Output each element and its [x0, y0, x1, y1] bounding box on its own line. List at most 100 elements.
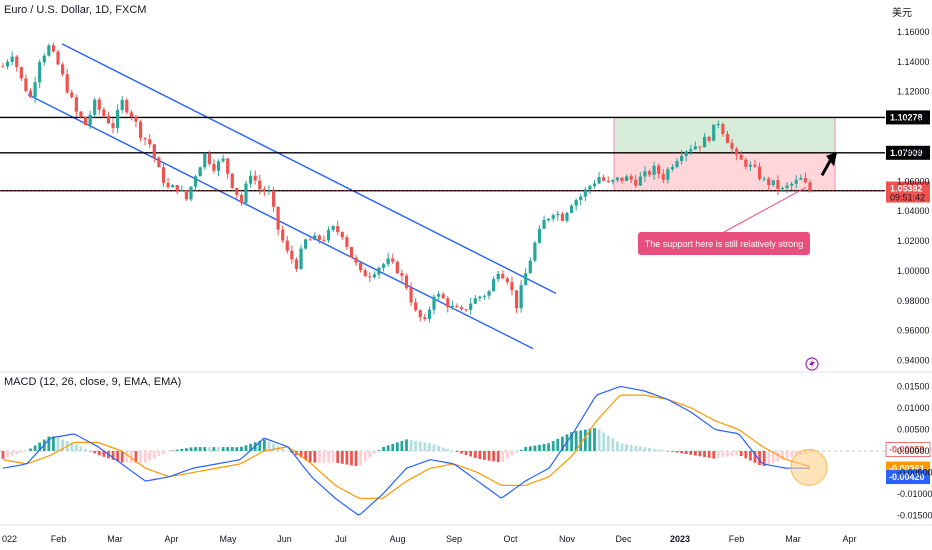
macd-histogram-bar — [464, 451, 468, 455]
macd-title[interactable]: MACD (12, 26, close, 9, EMA, EMA) — [4, 376, 182, 388]
time-tick-label: Aug — [389, 534, 405, 544]
macd-histogram-bar — [29, 448, 32, 451]
macd-histogram-bar — [350, 451, 353, 466]
macd-histogram-bar — [716, 451, 720, 459]
candle-body — [377, 267, 381, 275]
candle-body — [684, 151, 688, 156]
candle-body — [317, 235, 321, 240]
candle-body — [171, 185, 175, 188]
candle-body — [698, 146, 702, 148]
candle-body — [432, 296, 436, 310]
macd-histogram-bar — [675, 451, 679, 453]
price-tick-label: 1.10000 — [897, 117, 930, 127]
macd-histogram-bar — [483, 451, 486, 460]
candle-body — [414, 302, 418, 311]
candle-body — [505, 278, 509, 283]
candle-body — [739, 154, 743, 160]
macd-histogram-bar — [10, 451, 14, 456]
candle-body — [28, 91, 33, 98]
macd-value-label: -0.00059 — [889, 445, 925, 455]
macd-histogram-bar — [629, 445, 633, 451]
macd-histogram-bar — [634, 445, 638, 451]
last-price-tag — [886, 181, 930, 203]
macd-histogram-bar — [166, 451, 170, 452]
time-tick-label: Feb — [51, 534, 67, 544]
macd-line — [2, 386, 810, 516]
countdown-label: 09:51:42 — [890, 193, 925, 203]
candle-body — [487, 291, 491, 296]
candle-body — [294, 259, 299, 269]
macd-histogram-bar — [359, 451, 363, 466]
macd-histogram-bar — [721, 451, 725, 458]
candle-body — [689, 149, 693, 152]
candle-body — [799, 178, 803, 180]
macd-histogram-bar — [579, 430, 583, 451]
candle-body — [418, 310, 422, 318]
macd-histogram-bar — [538, 444, 541, 451]
chart-title[interactable]: Euro / U.S. Dollar, 1D, FXCM — [4, 4, 147, 16]
candle-body — [551, 215, 555, 219]
macd-histogram-bar — [116, 451, 120, 462]
candle-body — [583, 189, 587, 197]
price-tick-label: 1.04000 — [897, 206, 930, 216]
candle-body — [111, 123, 115, 129]
macd-histogram-bar — [785, 451, 789, 459]
candle-body — [404, 275, 409, 288]
macd-histogram-bar — [33, 445, 37, 451]
candle-body — [152, 144, 156, 158]
macd-histogram-bar — [528, 446, 532, 451]
candle-body — [281, 229, 285, 241]
macd-histogram-bar — [111, 451, 115, 460]
candle-body — [56, 51, 60, 65]
candle-body — [313, 235, 317, 241]
candle-body — [51, 45, 56, 52]
macd-value-tag — [886, 470, 930, 485]
candle-body — [134, 116, 138, 122]
candle-body — [47, 45, 51, 56]
macd-histogram-bar — [340, 451, 344, 464]
candle-body — [161, 167, 166, 183]
candle-body — [5, 61, 10, 67]
candle-body — [510, 282, 514, 291]
currency-label: 美元 — [892, 8, 912, 19]
macd-histogram-bar — [313, 451, 317, 463]
macd-histogram-bar — [189, 447, 193, 451]
candle-body — [537, 228, 542, 243]
time-tick-label: Jun — [277, 534, 292, 544]
candle-body — [359, 262, 363, 271]
macd-histogram-bar — [684, 451, 688, 455]
candle-body — [102, 109, 106, 117]
candle-body — [400, 273, 404, 276]
macd-histogram-bar — [712, 451, 716, 459]
candle-body — [473, 298, 477, 304]
macd-histogram-bar — [703, 451, 706, 458]
candle-body — [244, 183, 248, 203]
candle-body — [395, 261, 399, 274]
candle-body — [450, 305, 454, 307]
macd-histogram-bar — [217, 447, 220, 451]
macd-tick-label: -0.01500 — [897, 511, 932, 521]
lightning-icon[interactable] — [805, 357, 819, 371]
macd-histogram-bar — [139, 451, 142, 463]
candle-body — [478, 296, 482, 299]
macd-histogram-bar — [157, 451, 161, 457]
candle-body — [189, 186, 193, 200]
macd-histogram-bar — [748, 451, 752, 461]
candle-body — [464, 309, 468, 311]
candle-body — [88, 114, 92, 125]
candle-body — [767, 178, 771, 186]
candle-body — [221, 158, 225, 162]
candle-body — [455, 305, 459, 308]
lightning-glyph — [809, 359, 815, 369]
candle-body — [427, 309, 432, 320]
candle-body — [606, 180, 610, 182]
macd-histogram-bar — [611, 438, 615, 451]
candle-body — [148, 139, 152, 145]
candle-body — [372, 274, 377, 278]
candle-body — [276, 206, 280, 230]
candle-body — [647, 171, 652, 175]
macd-histogram-bar — [767, 451, 771, 465]
macd-tick-label: 0.00500 — [897, 424, 930, 434]
channel-lower-line — [27, 94, 534, 350]
